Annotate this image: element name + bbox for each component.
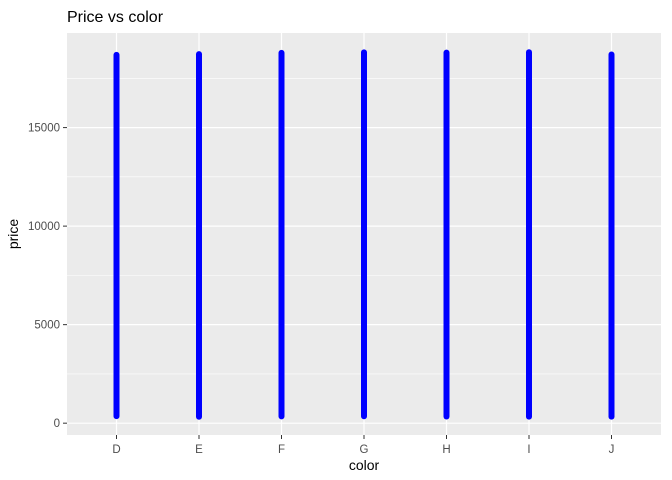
x-axis-title: color <box>349 457 380 473</box>
y-axis-title: price <box>5 219 21 250</box>
x-tick-label: D <box>112 444 120 456</box>
x-axis: D E F G H I J <box>112 435 614 456</box>
x-tick-label: E <box>195 444 203 456</box>
y-axis: 0 5000 10000 15000 <box>28 123 67 430</box>
y-tick-label: 5000 <box>34 320 60 332</box>
y-tick-label: 0 <box>54 418 60 430</box>
data-points <box>113 49 615 420</box>
y-tick-label: 10000 <box>28 221 60 233</box>
y-tick-label: 15000 <box>28 123 60 135</box>
chart-title: Price vs color <box>67 9 164 26</box>
x-tick-label: H <box>442 444 450 456</box>
x-tick-label: G <box>360 444 369 456</box>
x-tick-label: F <box>278 444 285 456</box>
x-tick-label: J <box>609 444 615 456</box>
x-tick-label: I <box>527 444 530 456</box>
